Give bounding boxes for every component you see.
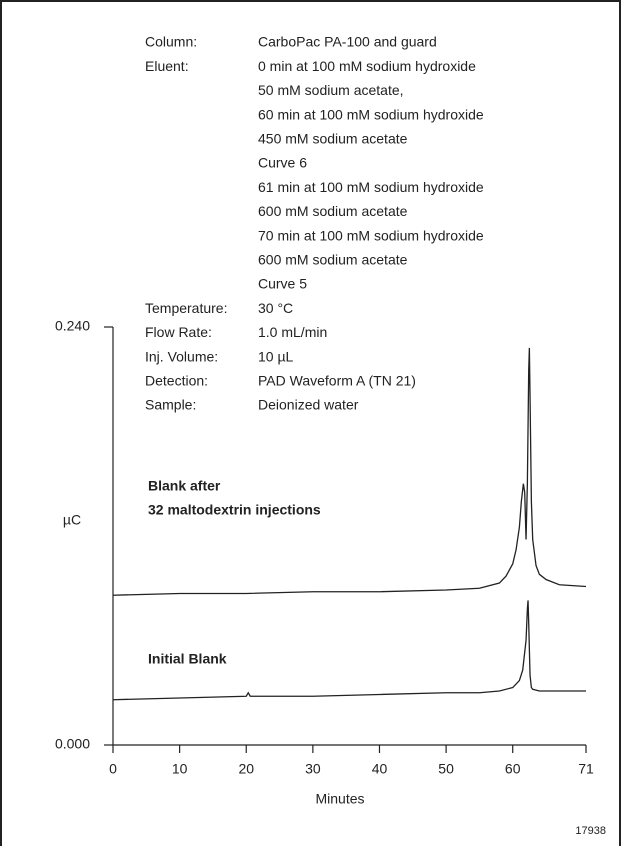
x-tick-label: 50 [438,761,454,777]
condition-value: 60 min at 100 mM sodium hydroxide [258,106,484,122]
chromatogram-line [112,600,586,701]
condition-label: Detection: [145,373,208,389]
x-tick-label: 20 [238,761,254,777]
figure-id: 17938 [575,825,606,837]
condition-value: 450 mM sodium acetate [258,131,408,147]
x-tick-label: 40 [372,761,388,777]
frame [0,0,621,846]
series-label: 32 maltodextrin injections [148,502,321,518]
condition-value: 61 min at 100 mM sodium hydroxide [258,179,484,195]
x-tick-label: 60 [505,761,521,777]
x-tick-label: 10 [172,761,188,777]
chromatogram-line [112,347,587,596]
condition-label: Column: [145,34,197,50]
x-tick-label: 30 [305,761,321,777]
y-tick-label: 0.000 [55,736,90,752]
condition-label: Inj. Volume: [145,348,218,364]
condition-value: CarboPac PA-100 and guard [258,34,437,50]
condition-value: 70 min at 100 mM sodium hydroxide [258,227,484,243]
condition-value: Curve 5 [258,276,307,292]
series-label: Initial Blank [148,651,227,667]
condition-value: 600 mM sodium acetate [258,252,408,268]
condition-value: Deionized water [258,397,359,413]
series-label: Blank after [148,478,221,494]
condition-value: 30 °C [258,300,293,316]
y-tick-label: 0.240 [55,318,90,334]
condition-value: 1.0 mL/min [258,324,327,340]
condition-value: 10 µL [258,348,294,364]
condition-value: 50 mM sodium acetate, [258,82,404,98]
condition-label: Sample: [145,397,196,413]
condition-value: Curve 6 [258,155,307,171]
x-tick-label: 0 [109,761,117,777]
condition-value: 0 min at 100 mM sodium hydroxide [258,58,476,74]
condition-label: Eluent: [145,58,189,74]
x-axis-label: Minutes [315,791,364,807]
condition-label: Flow Rate: [145,324,212,340]
condition-value: 600 mM sodium acetate [258,203,408,219]
condition-label: Temperature: [145,300,227,316]
y-axis-label: µC [63,512,81,528]
x-tick-label: 71 [578,761,594,777]
condition-value: PAD Waveform A (TN 21) [258,373,416,389]
